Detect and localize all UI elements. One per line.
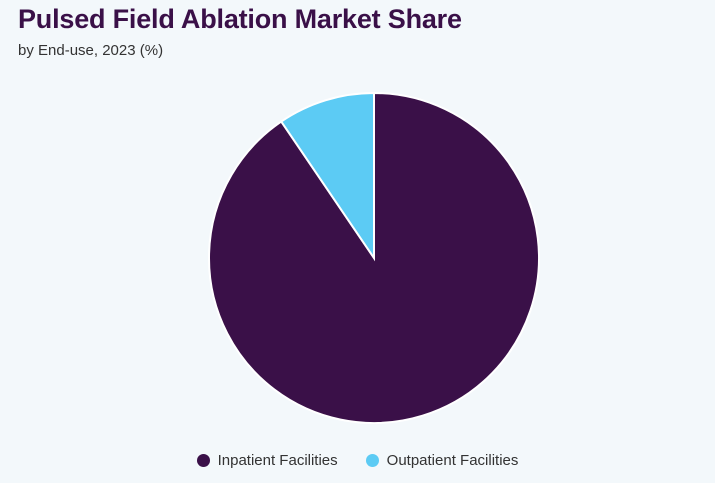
chart-legend: Inpatient Facilities Outpatient Faciliti… xyxy=(0,452,715,469)
pie-slice-inpatient-facilities xyxy=(208,91,540,424)
pie-slice-outpatient-facilities xyxy=(279,91,375,262)
legend-label-inpatient: Inpatient Facilities xyxy=(217,452,338,469)
legend-item-inpatient: Inpatient Facilities xyxy=(196,452,338,469)
legend-label-outpatient: Outpatient Facilities xyxy=(386,452,519,469)
chart-title: Pulsed Field Ablation Market Share xyxy=(18,4,462,34)
chart-subtitle: by End-use, 2023 (%) xyxy=(18,42,164,59)
legend-swatch-inpatient xyxy=(196,454,210,467)
legend-swatch-outpatient xyxy=(365,454,379,467)
legend-item-outpatient: Outpatient Facilities xyxy=(365,452,519,469)
